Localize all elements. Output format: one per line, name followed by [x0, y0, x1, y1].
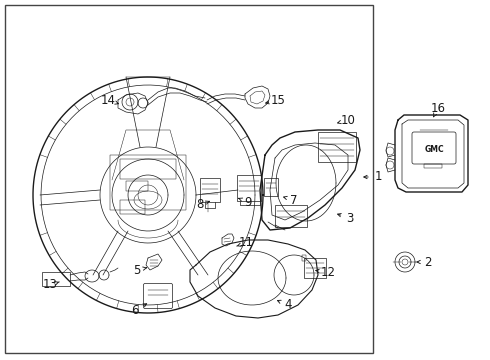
- Text: 13: 13: [43, 279, 57, 292]
- Text: 12: 12: [320, 266, 336, 279]
- Bar: [318, 132, 356, 162]
- Text: 4: 4: [284, 298, 292, 311]
- Bar: [304, 258, 326, 278]
- Text: 9: 9: [244, 195, 252, 208]
- Bar: [126, 181, 148, 191]
- Bar: [200, 178, 220, 202]
- Bar: [275, 205, 307, 227]
- Text: GMC: GMC: [424, 144, 444, 153]
- Text: 2: 2: [424, 256, 432, 269]
- Text: 1: 1: [374, 171, 382, 184]
- Text: 3: 3: [346, 211, 354, 225]
- Bar: [302, 255, 306, 261]
- Bar: [110, 155, 186, 210]
- Text: 7: 7: [290, 194, 298, 207]
- Text: 16: 16: [431, 102, 445, 114]
- Text: 11: 11: [239, 237, 253, 249]
- Bar: [264, 178, 278, 196]
- Bar: [120, 200, 145, 214]
- Bar: [120, 159, 176, 179]
- Text: 15: 15: [270, 94, 286, 107]
- Bar: [424, 164, 442, 168]
- Text: 5: 5: [133, 264, 141, 276]
- Bar: [5, 5, 373, 353]
- Bar: [42, 272, 70, 286]
- Text: 14: 14: [100, 94, 116, 107]
- Text: 6: 6: [131, 303, 139, 316]
- Bar: [237, 175, 261, 201]
- Text: 10: 10: [341, 113, 355, 126]
- Text: 8: 8: [196, 198, 204, 211]
